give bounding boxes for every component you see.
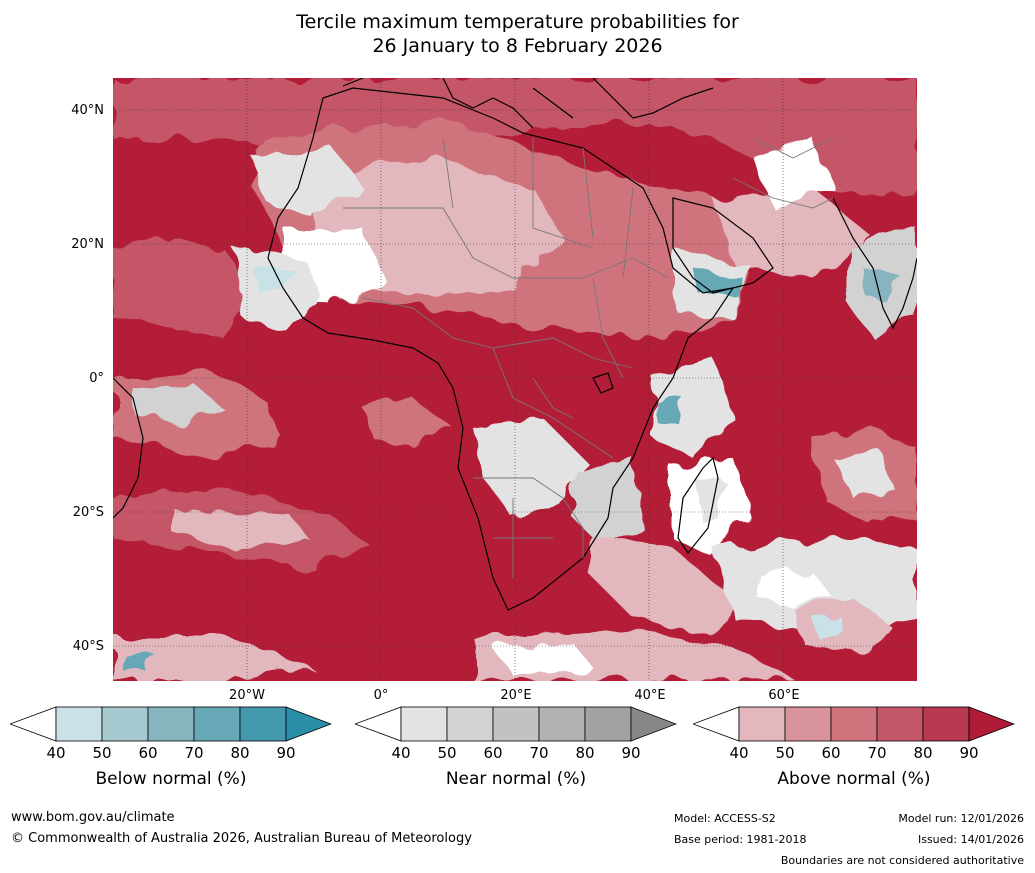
above-tick-50: 50 [775, 744, 795, 762]
above-normal-swatch-80-90 [922, 706, 970, 742]
near-tick-40: 40 [391, 744, 411, 762]
near-normal-swatch-40-50 [400, 706, 448, 742]
above-normal-colorbar [693, 706, 1015, 742]
below-normal-colorbar [10, 706, 332, 742]
boundaries-disclaimer: Boundaries are not considered authoritat… [780, 854, 1024, 867]
lat-label-0: 0° [89, 371, 104, 386]
below-normal-swatch-50-60 [101, 706, 149, 742]
below-tick-70: 70 [184, 744, 204, 762]
near-tick-80: 80 [575, 744, 595, 762]
above-tick-70: 70 [867, 744, 887, 762]
near-normal-swatch-70-80 [538, 706, 586, 742]
above-normal-swatch-50-60 [784, 706, 832, 742]
above-tick-80: 80 [913, 744, 933, 762]
near-tick-90: 90 [621, 744, 641, 762]
lon-label-0: 0° [373, 688, 389, 703]
lat-label-20s: 20°S [72, 505, 104, 520]
model-name: Model: ACCESS-S2 [674, 812, 776, 825]
near-normal-swatch-gt90 [630, 706, 677, 742]
below-tick-60: 60 [138, 744, 158, 762]
model-run-date: Model run: 12/01/2026 [898, 812, 1024, 825]
bom-url-link[interactable]: www.bom.gov.au/climate [11, 810, 175, 825]
above-normal-swatch-lt40 [693, 706, 740, 742]
above-normal-swatch-70-80 [876, 706, 924, 742]
below-normal-swatch-lt40 [10, 706, 57, 742]
near-normal-swatch-60-70 [492, 706, 540, 742]
below-normal-swatch-80-90 [239, 706, 287, 742]
above-normal-title: Above normal (%) [777, 769, 931, 789]
lon-label-40e: 40°E [634, 688, 666, 703]
above-normal-swatch-40-50 [738, 706, 786, 742]
base-period: Base period: 1981-2018 [674, 833, 807, 846]
near-normal-title: Near normal (%) [445, 769, 587, 789]
lat-label-40s: 40°S [72, 639, 104, 654]
map-title-line2: 26 January to 8 February 2026 [372, 35, 663, 57]
below-tick-40: 40 [46, 744, 66, 762]
issued-date: Issued: 14/01/2026 [917, 833, 1024, 846]
below-normal-swatch-70-80 [193, 706, 241, 742]
below-tick-50: 50 [92, 744, 112, 762]
below-normal-swatch-gt90 [285, 706, 332, 742]
lat-label-40n: 40°N [71, 103, 104, 118]
near-tick-60: 60 [483, 744, 503, 762]
above-tick-60: 60 [821, 744, 841, 762]
map-title-line1: Tercile maximum temperature probabilitie… [296, 11, 739, 33]
below-normal-swatch-40-50 [55, 706, 103, 742]
near-normal-swatch-80-90 [584, 706, 632, 742]
near-tick-50: 50 [437, 744, 457, 762]
near-normal-swatch-50-60 [446, 706, 494, 742]
lon-label-60e: 60°E [768, 688, 800, 703]
near-tick-70: 70 [529, 744, 549, 762]
below-normal-title: Below normal (%) [95, 769, 247, 789]
below-normal-swatch-60-70 [147, 706, 195, 742]
below-tick-90: 90 [276, 744, 296, 762]
lat-label-20n: 20°N [71, 237, 104, 252]
tercile-probability-map [113, 78, 917, 681]
near-normal-colorbar [355, 706, 677, 742]
lon-label-20w: 20°W [229, 688, 265, 703]
lon-label-20e: 20°E [500, 688, 532, 703]
above-normal-swatch-gt90 [968, 706, 1015, 742]
above-tick-90: 90 [959, 744, 979, 762]
near-normal-swatch-lt40 [355, 706, 402, 742]
above-tick-40: 40 [729, 744, 749, 762]
copyright-text: © Commonwealth of Australia 2026, Austra… [11, 831, 472, 846]
above-normal-swatch-60-70 [830, 706, 878, 742]
below-tick-80: 80 [230, 744, 250, 762]
